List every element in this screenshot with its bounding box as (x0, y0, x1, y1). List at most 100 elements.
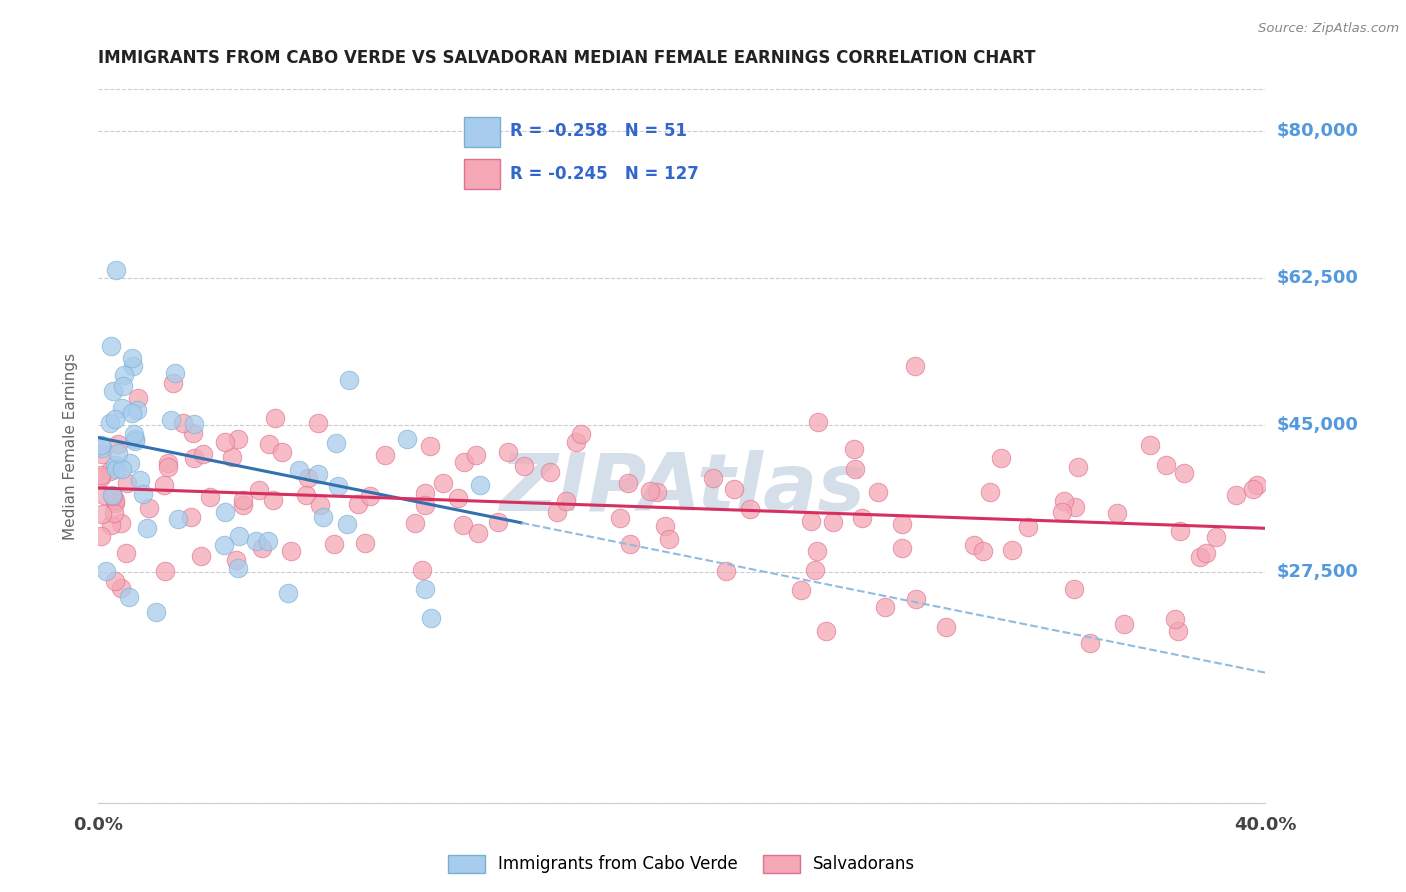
Point (738, 501, 761, 516)
Point (262, 493, 284, 508)
Text: $80,000: $80,000 (1277, 122, 1358, 140)
Point (821, 515, 844, 529)
Text: $62,500: $62,500 (1277, 269, 1358, 287)
Text: $27,500: $27,500 (1277, 563, 1358, 581)
Point (1164, 612, 1187, 626)
Point (111, 378, 134, 392)
Point (806, 544, 828, 558)
Point (90, 438, 112, 452)
Point (447, 491, 470, 506)
Point (93, 488, 115, 502)
Point (638, 483, 661, 498)
Point (104, 262, 127, 277)
Point (451, 517, 474, 532)
Point (198, 490, 221, 504)
Point (354, 536, 377, 550)
Point (107, 437, 129, 451)
Point (804, 563, 827, 577)
Point (232, 492, 254, 507)
Point (1241, 482, 1264, 496)
Point (153, 565, 176, 579)
Y-axis label: Median Female Earnings: Median Female Earnings (63, 352, 77, 540)
Text: Source: ZipAtlas.com: Source: ZipAtlas.com (1258, 22, 1399, 36)
Point (288, 462, 311, 476)
Point (609, 511, 631, 525)
Point (963, 538, 986, 552)
Point (225, 553, 247, 567)
Point (138, 501, 160, 516)
Legend: Immigrants from Cabo Verde, Salvadorans: Immigrants from Cabo Verde, Salvadorans (441, 848, 922, 880)
Point (100, 417, 122, 431)
Point (132, 487, 155, 501)
Point (277, 586, 299, 600)
Point (118, 591, 141, 605)
Point (654, 518, 676, 533)
Point (103, 493, 125, 508)
Point (336, 517, 359, 532)
Point (1205, 529, 1227, 543)
Point (103, 506, 125, 520)
Point (1114, 616, 1136, 631)
Point (419, 439, 441, 453)
Point (1063, 582, 1085, 596)
Text: ZIPAtlas: ZIPAtlas (499, 450, 865, 528)
Text: IMMIGRANTS FROM CABO VERDE VS SALVADORAN MEDIAN FEMALE EARNINGS CORRELATION CHAR: IMMIGRANTS FROM CABO VERDE VS SALVADORAN… (98, 49, 1036, 67)
Point (264, 410, 287, 425)
Point (104, 574, 127, 588)
Point (486, 515, 509, 529)
Point (323, 537, 346, 551)
Point (1080, 636, 1102, 650)
Point (180, 510, 202, 524)
Point (295, 488, 318, 502)
Point (1001, 542, 1024, 557)
Point (432, 476, 454, 491)
Point (851, 511, 873, 525)
Point (122, 427, 145, 442)
Point (250, 541, 273, 555)
Point (228, 529, 250, 543)
Point (214, 505, 236, 519)
Point (935, 620, 957, 634)
Point (359, 490, 381, 504)
Point (101, 489, 124, 503)
Point (972, 543, 994, 558)
Point (160, 412, 183, 426)
Point (297, 471, 319, 485)
Point (347, 497, 370, 511)
Point (90, 507, 112, 521)
Point (190, 549, 212, 563)
Point (100, 518, 122, 533)
Point (467, 526, 489, 541)
Point (307, 467, 329, 482)
Point (112, 368, 135, 382)
Point (110, 516, 132, 530)
Point (569, 427, 592, 442)
Point (101, 384, 124, 399)
Point (1167, 624, 1189, 638)
Point (183, 417, 205, 431)
Point (413, 499, 436, 513)
Point (1173, 466, 1195, 480)
Point (111, 401, 134, 416)
Point (619, 537, 641, 551)
Point (129, 473, 152, 487)
Point (468, 478, 491, 492)
Point (157, 456, 180, 470)
Point (645, 485, 668, 500)
Point (100, 339, 122, 353)
Point (1052, 505, 1074, 519)
Point (328, 479, 350, 493)
Point (90, 469, 112, 483)
Point (90, 467, 112, 482)
Point (145, 605, 167, 619)
Point (904, 359, 927, 374)
Point (124, 434, 146, 448)
Point (844, 462, 866, 476)
Point (117, 476, 139, 491)
Point (555, 493, 578, 508)
Point (124, 433, 146, 447)
Point (94, 564, 117, 578)
Point (990, 451, 1012, 466)
Point (110, 581, 132, 595)
Point (1017, 520, 1039, 534)
